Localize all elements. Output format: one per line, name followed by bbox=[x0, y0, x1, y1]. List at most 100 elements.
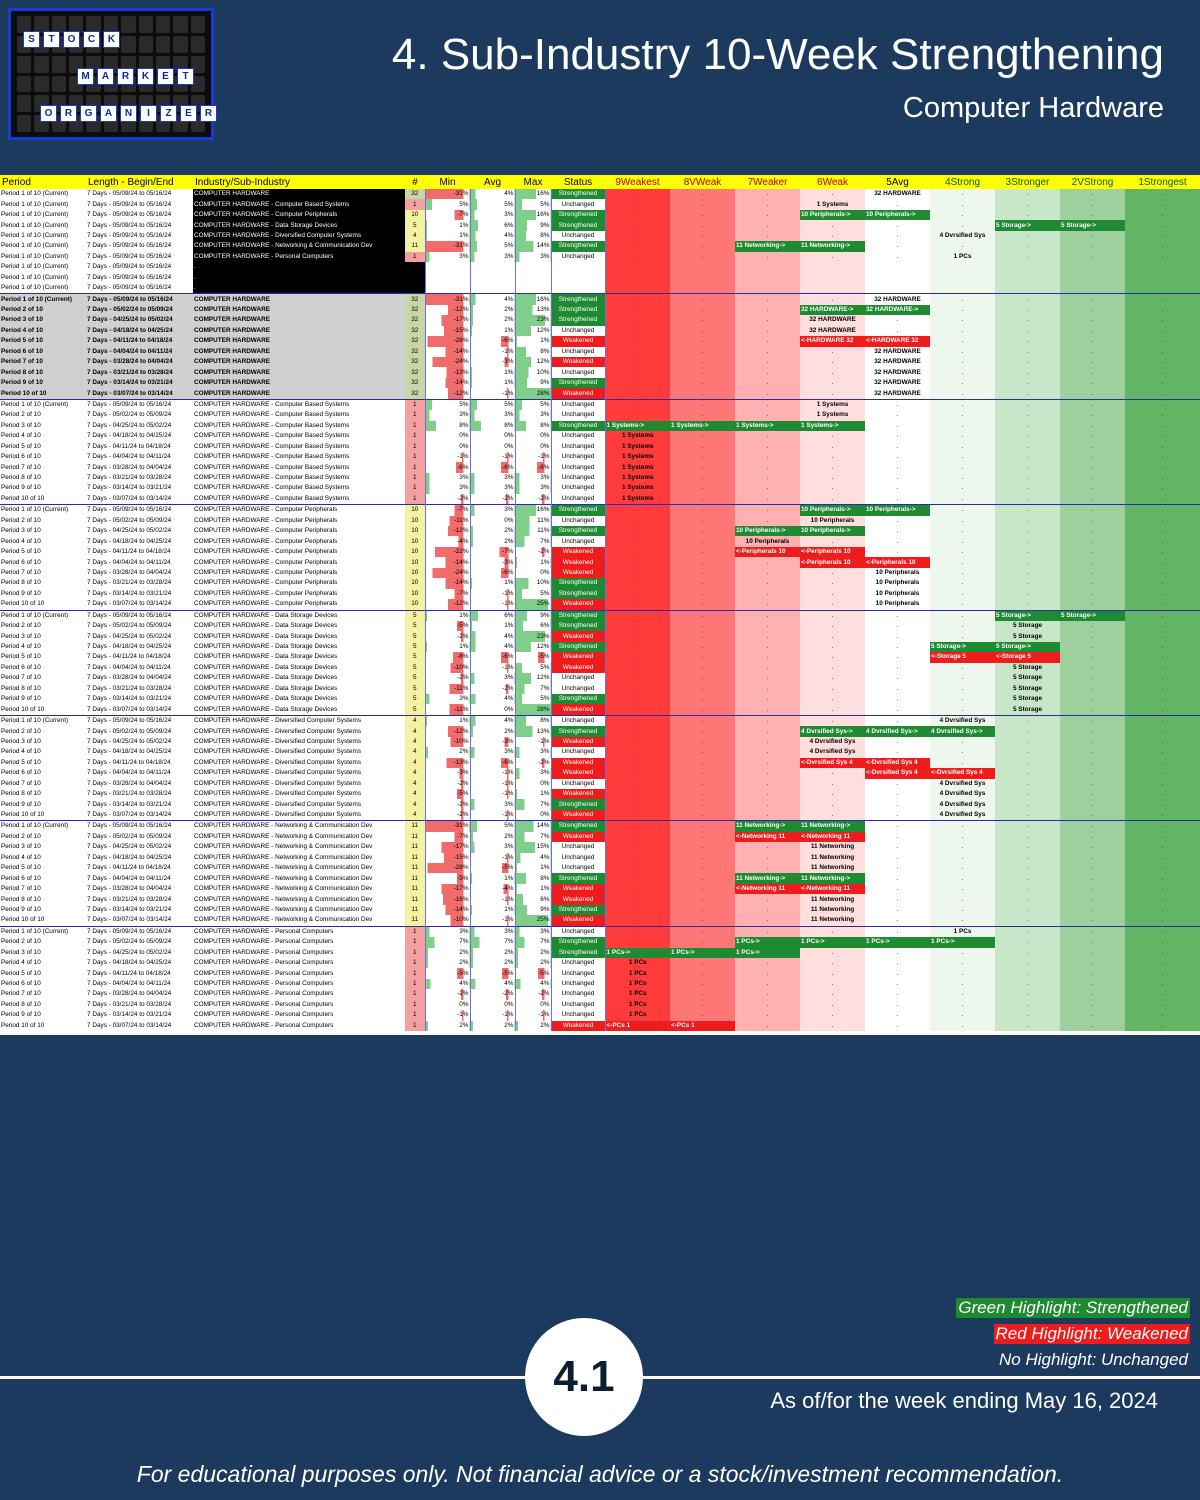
table-cell: -1% bbox=[469, 768, 515, 779]
table-cell: . bbox=[995, 1010, 1060, 1021]
table-cell: 0% bbox=[424, 441, 470, 452]
table-cell: 5% bbox=[514, 199, 551, 210]
table-cell: 0% bbox=[514, 809, 551, 821]
table-cell: -14% bbox=[424, 904, 470, 916]
table-cell: Unchanged bbox=[550, 451, 606, 463]
table-cell: Strengthened bbox=[550, 609, 606, 621]
table-cell: . bbox=[735, 714, 800, 727]
table-cell: 7 Days - 05/02/24 to 05/09/24 bbox=[87, 832, 172, 840]
table-cell: Period 6 of 10 bbox=[1, 980, 41, 988]
table-cell: 11 Networking-> bbox=[735, 241, 800, 252]
table-cell: . bbox=[605, 904, 670, 916]
table-cell: . bbox=[605, 778, 670, 789]
table-cell: . bbox=[865, 1010, 930, 1021]
table-cell: . bbox=[995, 1020, 1060, 1031]
table-cell: -2% bbox=[514, 757, 551, 769]
table-cell: Period 4 of 10 bbox=[1, 643, 41, 651]
table-cell: 1% bbox=[514, 788, 551, 800]
table-cell: Period 6 of 10 bbox=[0, 346, 86, 357]
table-cell: . bbox=[1060, 462, 1125, 473]
table-cell: . bbox=[865, 472, 930, 484]
table-cell: 1 bbox=[405, 199, 425, 210]
table-cell: 32 HARDWARE bbox=[800, 325, 865, 337]
table-row: Period 5 of 10 7 Days - 04/11/24 to 04/18… bbox=[0, 652, 1200, 663]
table-cell: . bbox=[865, 883, 930, 895]
table-cell: 1 PCs-> bbox=[865, 937, 930, 948]
table-cell: COMPUTER HARDWARE - Personal Computers bbox=[194, 990, 334, 998]
table-cell: 16% bbox=[514, 504, 551, 516]
table-cell: . bbox=[1125, 567, 1200, 579]
table-row: Period 8 of 10 7 Days - 03/21/24 to 03/28… bbox=[0, 367, 1200, 378]
table-cell: Period 7 of 10 bbox=[1, 990, 41, 998]
table-cell: . bbox=[995, 336, 1060, 347]
table-cell: Strengthened bbox=[550, 694, 606, 705]
table-row: Period 3 of 10 7 Days - 04/25/24 to 05/02… bbox=[0, 947, 1200, 958]
table-cell: Period 3 of 10 bbox=[1, 421, 41, 429]
table-cell: 10 Peripherals bbox=[865, 578, 930, 589]
table-cell: . bbox=[1060, 199, 1125, 210]
table-cell: 4 Dvrsified Sys bbox=[930, 788, 995, 800]
table-cell: . bbox=[1060, 894, 1125, 905]
table-cell: . bbox=[1125, 199, 1200, 210]
table-cell: 0% bbox=[469, 431, 515, 442]
table-cell: 3% bbox=[514, 747, 551, 758]
table-cell: Period 10 of 10 bbox=[1, 494, 45, 502]
table-cell: 7 Days - 05/09/24 to 05/16/24 bbox=[87, 284, 172, 292]
table-cell bbox=[469, 262, 515, 273]
table-cell: Weakened bbox=[550, 757, 606, 769]
table-cell: -1% bbox=[469, 451, 515, 463]
table-row: Period 9 of 10 7 Days - 03/14/24 to 03/21… bbox=[0, 483, 1200, 494]
table-cell: 32 bbox=[405, 346, 425, 357]
table-cell: -15% bbox=[424, 852, 470, 863]
table-cell: . bbox=[605, 652, 670, 663]
table-cell: Unchanged bbox=[550, 346, 606, 357]
table-cell: -5% bbox=[424, 620, 470, 632]
table-cell: COMPUTER HARDWARE - Networking & Communi… bbox=[194, 864, 373, 872]
table-cell: . bbox=[865, 778, 930, 789]
table-cell: 7 Days - 03/14/24 to 03/21/24 bbox=[87, 589, 172, 597]
table-cell: -6% bbox=[469, 567, 515, 579]
table-cell: . bbox=[1125, 968, 1200, 979]
table-cell: Weakened bbox=[550, 357, 606, 368]
table-cell: Unchanged bbox=[550, 462, 606, 473]
table-cell: . bbox=[800, 609, 865, 621]
table-cell: COMPUTER HARDWARE - Data Storage Devices bbox=[194, 684, 338, 692]
table-cell: -2% bbox=[424, 989, 470, 1000]
table-cell: . bbox=[995, 241, 1060, 252]
table-cell: Period 9 of 10 bbox=[1, 484, 41, 492]
table-cell: . bbox=[1060, 726, 1125, 737]
table-cell: -24% bbox=[424, 567, 470, 579]
table-row: Period 7 of 10 7 Days - 03/28/24 to 04/04… bbox=[0, 883, 1200, 895]
table-cell: Period 4 of 10 bbox=[1, 959, 41, 967]
table-cell: . bbox=[1060, 599, 1125, 610]
table-cell: 8% bbox=[424, 420, 470, 432]
table-cell: 1 Systems bbox=[605, 451, 670, 463]
table-cell: . bbox=[930, 736, 995, 748]
table-cell: Period 5 of 10 bbox=[1, 969, 41, 977]
table-cell: COMPUTER HARDWARE - Computer Based Syste… bbox=[193, 199, 405, 210]
table-cell: 7% bbox=[514, 937, 551, 948]
table-cell: . bbox=[1125, 863, 1200, 874]
table-cell: Unchanged bbox=[550, 515, 606, 526]
table-cell: . bbox=[995, 978, 1060, 990]
table-cell: . bbox=[735, 726, 800, 737]
table-cell: COMPUTER HARDWARE - Personal Computers bbox=[194, 980, 334, 988]
table-cell: . bbox=[605, 557, 670, 568]
table-cell: 4% bbox=[469, 694, 515, 705]
table-cell: COMPUTER HARDWARE - Computer Peripherals bbox=[194, 537, 338, 545]
table-cell: 8% bbox=[514, 346, 551, 357]
table-cell: 1 PCs bbox=[605, 989, 670, 1000]
table-cell: . bbox=[605, 631, 670, 642]
table-cell: . bbox=[1125, 726, 1200, 737]
table-cell: 7 Days - 05/02/24 to 05/09/24 bbox=[87, 938, 172, 946]
table-cell: 2% bbox=[469, 957, 515, 969]
table-cell: . bbox=[800, 999, 865, 1011]
table-cell: . bbox=[995, 957, 1060, 969]
table-cell: Unchanged bbox=[550, 251, 606, 263]
table-cell: . bbox=[930, 915, 995, 927]
table-cell: . bbox=[865, 820, 930, 832]
table-cell: 7 Days - 04/25/24 to 05/02/24 bbox=[87, 843, 172, 851]
table-cell: . bbox=[1125, 293, 1200, 305]
table-cell: . bbox=[670, 230, 735, 242]
table-cell: . bbox=[930, 873, 995, 884]
